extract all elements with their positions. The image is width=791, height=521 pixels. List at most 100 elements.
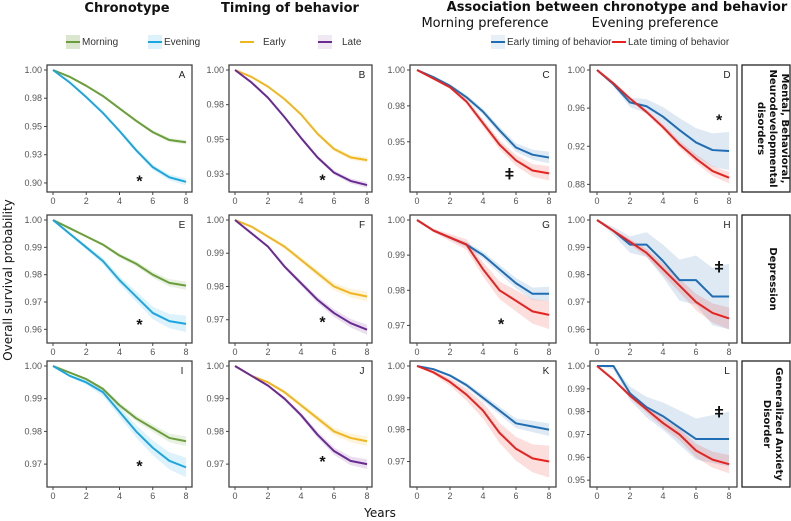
y-tick-label: 0.97 (387, 457, 405, 467)
row-label-text: disorders (755, 102, 766, 155)
y-tick-label: 0.97 (567, 429, 585, 439)
y-tick-label: 1.00 (24, 215, 42, 225)
series-line (596, 365, 730, 466)
x-tick-label: 0 (414, 347, 419, 357)
x-tick-label: 6 (150, 196, 155, 206)
y-tick-label: 0.98 (567, 407, 585, 417)
y-tick-label: 0.93 (206, 169, 224, 179)
y-tick-label: 0.98 (387, 101, 405, 111)
x-tick-label: 8 (726, 491, 731, 501)
legend-morning: Morning (82, 37, 118, 48)
x-tick-label: 6 (513, 347, 518, 357)
series-line (596, 219, 730, 320)
ci-band (417, 220, 549, 301)
x-tick-label: 8 (546, 347, 551, 357)
legend-late: Late (342, 37, 362, 48)
x-tick-label: 4 (660, 347, 665, 357)
y-tick-label: 0.95 (206, 134, 224, 144)
series-line (416, 69, 550, 175)
x-tick-label: 6 (693, 196, 698, 206)
x-tick-label: 0 (414, 196, 419, 206)
panel-letter: L (724, 366, 730, 377)
series-line (52, 365, 187, 443)
legend-late-timing: Late timing of behavior (628, 37, 730, 48)
x-tick-label: 4 (480, 491, 485, 501)
x-tick-label: 0 (232, 491, 237, 501)
x-tick-label: 4 (480, 347, 485, 357)
panel-frame (46, 64, 193, 193)
x-tick-label: 0 (594, 491, 599, 501)
y-tick-label: 0.96 (567, 324, 585, 334)
y-tick-label: 0.97 (24, 297, 42, 307)
legend-association: Early timing of behavior Late timing of … (491, 35, 730, 49)
y-tick-label: 0.93 (387, 173, 405, 183)
x-tick-label: 6 (693, 491, 698, 501)
x-tick-label: 8 (364, 347, 369, 357)
x-tick-label: 2 (265, 196, 270, 206)
x-tick-label: 6 (150, 347, 155, 357)
y-tick-label: 1.00 (206, 215, 224, 225)
panel-letter: H (723, 220, 730, 231)
x-tick-label: 4 (660, 196, 665, 206)
x-tick-label: 4 (117, 491, 122, 501)
y-tick-label: 0.97 (24, 459, 42, 469)
x-tick-label: 6 (331, 491, 336, 501)
y-tick-label: 0.97 (206, 459, 224, 469)
panel-letter: I (181, 366, 184, 377)
x-tick-label: 0 (414, 491, 419, 501)
x-tick-label: 2 (84, 196, 89, 206)
y-tick-label: 0.93 (24, 150, 42, 160)
ci-band (235, 220, 367, 335)
panel-frame (46, 360, 193, 488)
x-tick-label: 8 (364, 196, 369, 206)
significance-marker: * (319, 173, 326, 190)
y-tick-label: 1.00 (387, 215, 405, 225)
series-line (596, 69, 730, 179)
row-label-text: Depression (767, 247, 778, 310)
y-tick-label: 0.99 (387, 393, 405, 403)
series-line (416, 219, 550, 316)
x-tick-label: 0 (50, 196, 55, 206)
y-tick-label: 0.98 (206, 281, 224, 291)
row-label-frame (741, 64, 791, 193)
x-tick-label: 4 (480, 196, 485, 206)
ci-band (597, 70, 729, 171)
y-tick-label: 0.96 (567, 103, 585, 113)
x-tick-label: 0 (50, 347, 55, 357)
x-tick-label: 8 (546, 491, 551, 501)
significance-marker: * (498, 317, 505, 334)
y-tick-label: 0.95 (567, 475, 585, 485)
panel-b: 1.00 0.98 0.95 0.93 0 2 4 6 8 B * (206, 64, 373, 206)
series-line (597, 365, 729, 441)
x-tick-label: 6 (331, 196, 336, 206)
legend-evening: Evening (164, 37, 200, 48)
significance-marker: * (136, 459, 143, 476)
y-tick-label: 0.98 (206, 100, 224, 110)
panel-letter: C (542, 70, 549, 81)
y-tick-label: 0.98 (24, 270, 42, 280)
panel-k: 1.00 0.99 0.98 0.97 0 2 4 6 8 K (387, 360, 557, 501)
x-tick-label: 2 (627, 196, 632, 206)
panels: 1.00 0.98 0.95 0.93 0.90 0 2 4 6 8 A * 1.00 0.98 0.95 0… (24, 64, 738, 501)
x-tick-label: 8 (183, 491, 188, 501)
x-tick-label: 2 (265, 347, 270, 357)
title-timing: Timing of behavior (221, 1, 360, 16)
panel-letter: K (543, 366, 550, 377)
x-tick-label: 6 (693, 347, 698, 357)
y-tick-label: 1.00 (567, 215, 585, 225)
subtitle-morning-preference: Morning preference (421, 16, 548, 31)
y-tick-label: 0.97 (206, 315, 224, 325)
y-tick-label: 1.00 (567, 361, 585, 371)
y-tick-label: 0.99 (567, 242, 585, 252)
significance-marker: ǂ (714, 259, 723, 276)
x-tick-label: 2 (447, 196, 452, 206)
series-line (234, 219, 368, 331)
x-tick-label: 8 (183, 347, 188, 357)
y-tick-label: 1.00 (567, 65, 585, 75)
x-tick-label: 8 (726, 196, 731, 206)
series-line (416, 365, 550, 463)
y-tick-label: 0.99 (24, 242, 42, 252)
x-tick-label: 6 (150, 491, 155, 501)
